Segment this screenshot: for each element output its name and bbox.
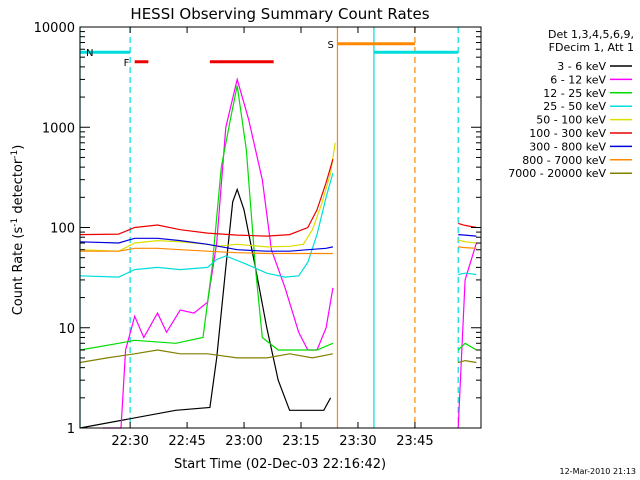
x-axis-label: Start Time (02-Dec-03 22:16:42) [174,457,386,472]
series-line [79,85,334,351]
y-axis-label: Count Rate (s-1 detector-1) [10,145,26,316]
series-line [102,77,334,429]
y-axis: 1 10 100 1000 10000 [34,21,481,437]
legend-header: FDecim 1, Att 1 [549,41,634,54]
x-tick-label: 22:30 [111,434,148,449]
series-line [79,142,336,252]
chart-title: HESSI Observing Summary Count Rates [130,5,429,23]
legend-label: 300 - 800 keV [529,140,606,153]
series-line [457,342,477,351]
flag-label: N [86,48,93,59]
y-tick-label: 1000 [42,121,75,136]
y-tick-label: 10 [58,322,75,337]
series-line [80,247,333,255]
series-line [457,242,477,429]
x-tick-label: 23:30 [339,434,376,449]
legend: Det 1,3,4,5,6,9,FDecim 1, Att 1 3 - 6 keV… [508,28,634,180]
series-line [79,187,332,429]
flag-label: F [124,58,130,69]
legend-label: 6 - 12 keV [550,73,606,86]
series-line [79,159,334,237]
x-tick-label: 23:00 [225,434,262,449]
flag-label: S [327,40,333,51]
legend-label: 800 - 7000 keV [522,154,606,167]
y-tick-label: 1 [67,422,75,437]
legend-label: 12 - 25 keV [543,87,606,100]
legend-label: 100 - 300 keV [529,127,606,140]
legend-label: 50 - 100 keV [536,114,606,127]
legend-label: 3 - 6 keV [557,60,606,73]
plot-area: N F S [79,27,477,429]
series-line [458,234,477,237]
x-axis: 22:30 22:45 23:00 23:15 23:30 23:45 [111,27,434,449]
series-line [458,272,477,276]
series-line [79,172,334,278]
y-tick-label: 10000 [34,21,75,36]
x-tick-label: 23:15 [282,434,319,449]
y-tick-label: 100 [50,222,75,237]
x-tick-label: 22:45 [168,434,205,449]
series-line [458,246,477,249]
series-line [79,237,334,252]
legend-header: Det 1,3,4,5,6,9, [548,28,634,41]
legend-label: 25 - 50 keV [543,100,606,113]
series-line [458,239,477,244]
series-line [458,359,477,364]
footer-date: 12-Mar-2010 21:13 [560,467,637,476]
series-line [458,222,477,229]
legend-label: 7000 - 20000 keV [508,167,606,180]
series-line [79,349,334,364]
x-tick-label: 23:45 [396,434,433,449]
